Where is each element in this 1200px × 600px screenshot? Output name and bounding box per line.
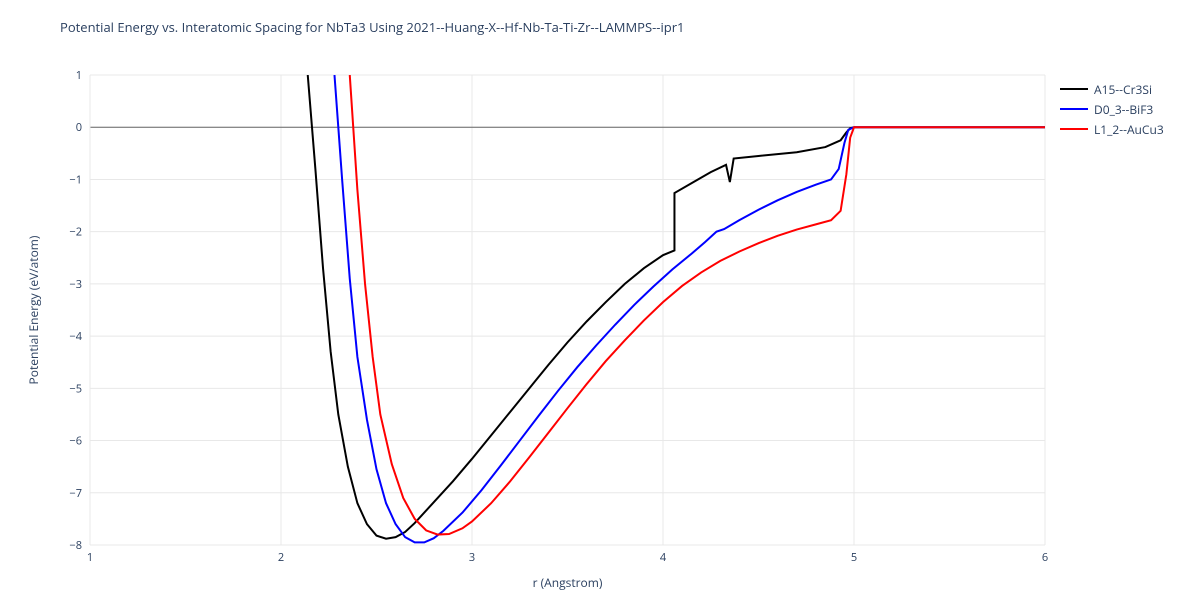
- x-tick-label: 5: [851, 550, 857, 565]
- y-tick-label: −8: [69, 538, 82, 553]
- legend-item-1[interactable]: D0_3--BiF3: [1060, 100, 1164, 118]
- x-tick-label: 1: [87, 550, 93, 565]
- x-tick-label: 3: [469, 550, 475, 565]
- chart-container: Potential Energy vs. Interatomic Spacing…: [0, 0, 1200, 600]
- series-line-0[interactable]: [308, 75, 1045, 539]
- series-line-2[interactable]: [350, 75, 1045, 535]
- y-tick-label: −7: [69, 486, 82, 501]
- y-tick-label: −1: [69, 172, 82, 187]
- x-tick-label: 2: [278, 550, 284, 565]
- y-tick-label: −2: [69, 225, 82, 240]
- y-tick-label: −3: [69, 277, 82, 292]
- y-tick-label: 0: [76, 120, 82, 135]
- legend-item-0[interactable]: A15--Cr3Si: [1060, 80, 1164, 98]
- y-axis-label: Potential Energy (eV/atom): [25, 235, 42, 384]
- x-tick-label: 4: [660, 550, 667, 565]
- x-axis-label: r (Angstrom): [533, 574, 603, 591]
- legend-swatch: [1060, 108, 1088, 110]
- y-tick-label: −5: [69, 381, 82, 396]
- y-tick-label: 1: [76, 68, 82, 83]
- chart-title: Potential Energy vs. Interatomic Spacing…: [60, 18, 684, 36]
- legend[interactable]: A15--Cr3Si D0_3--BiF3 L1_2--AuCu3: [1060, 80, 1164, 140]
- legend-label: A15--Cr3Si: [1094, 81, 1152, 98]
- y-tick-label: −4: [69, 329, 82, 344]
- x-tick-label: 6: [1042, 550, 1048, 565]
- legend-label: D0_3--BiF3: [1094, 101, 1153, 118]
- series-line-1[interactable]: [334, 75, 1045, 542]
- legend-swatch: [1060, 88, 1088, 90]
- y-tick-label: −6: [69, 434, 82, 449]
- legend-swatch: [1060, 128, 1088, 130]
- legend-item-2[interactable]: L1_2--AuCu3: [1060, 120, 1164, 138]
- legend-label: L1_2--AuCu3: [1094, 121, 1164, 138]
- chart-svg[interactable]: 1 2 3 4 5 6 −8 −7 −6 −5 −4 −3 −2 −1 0 1 r (Angstrom) Pote…: [0, 0, 1200, 600]
